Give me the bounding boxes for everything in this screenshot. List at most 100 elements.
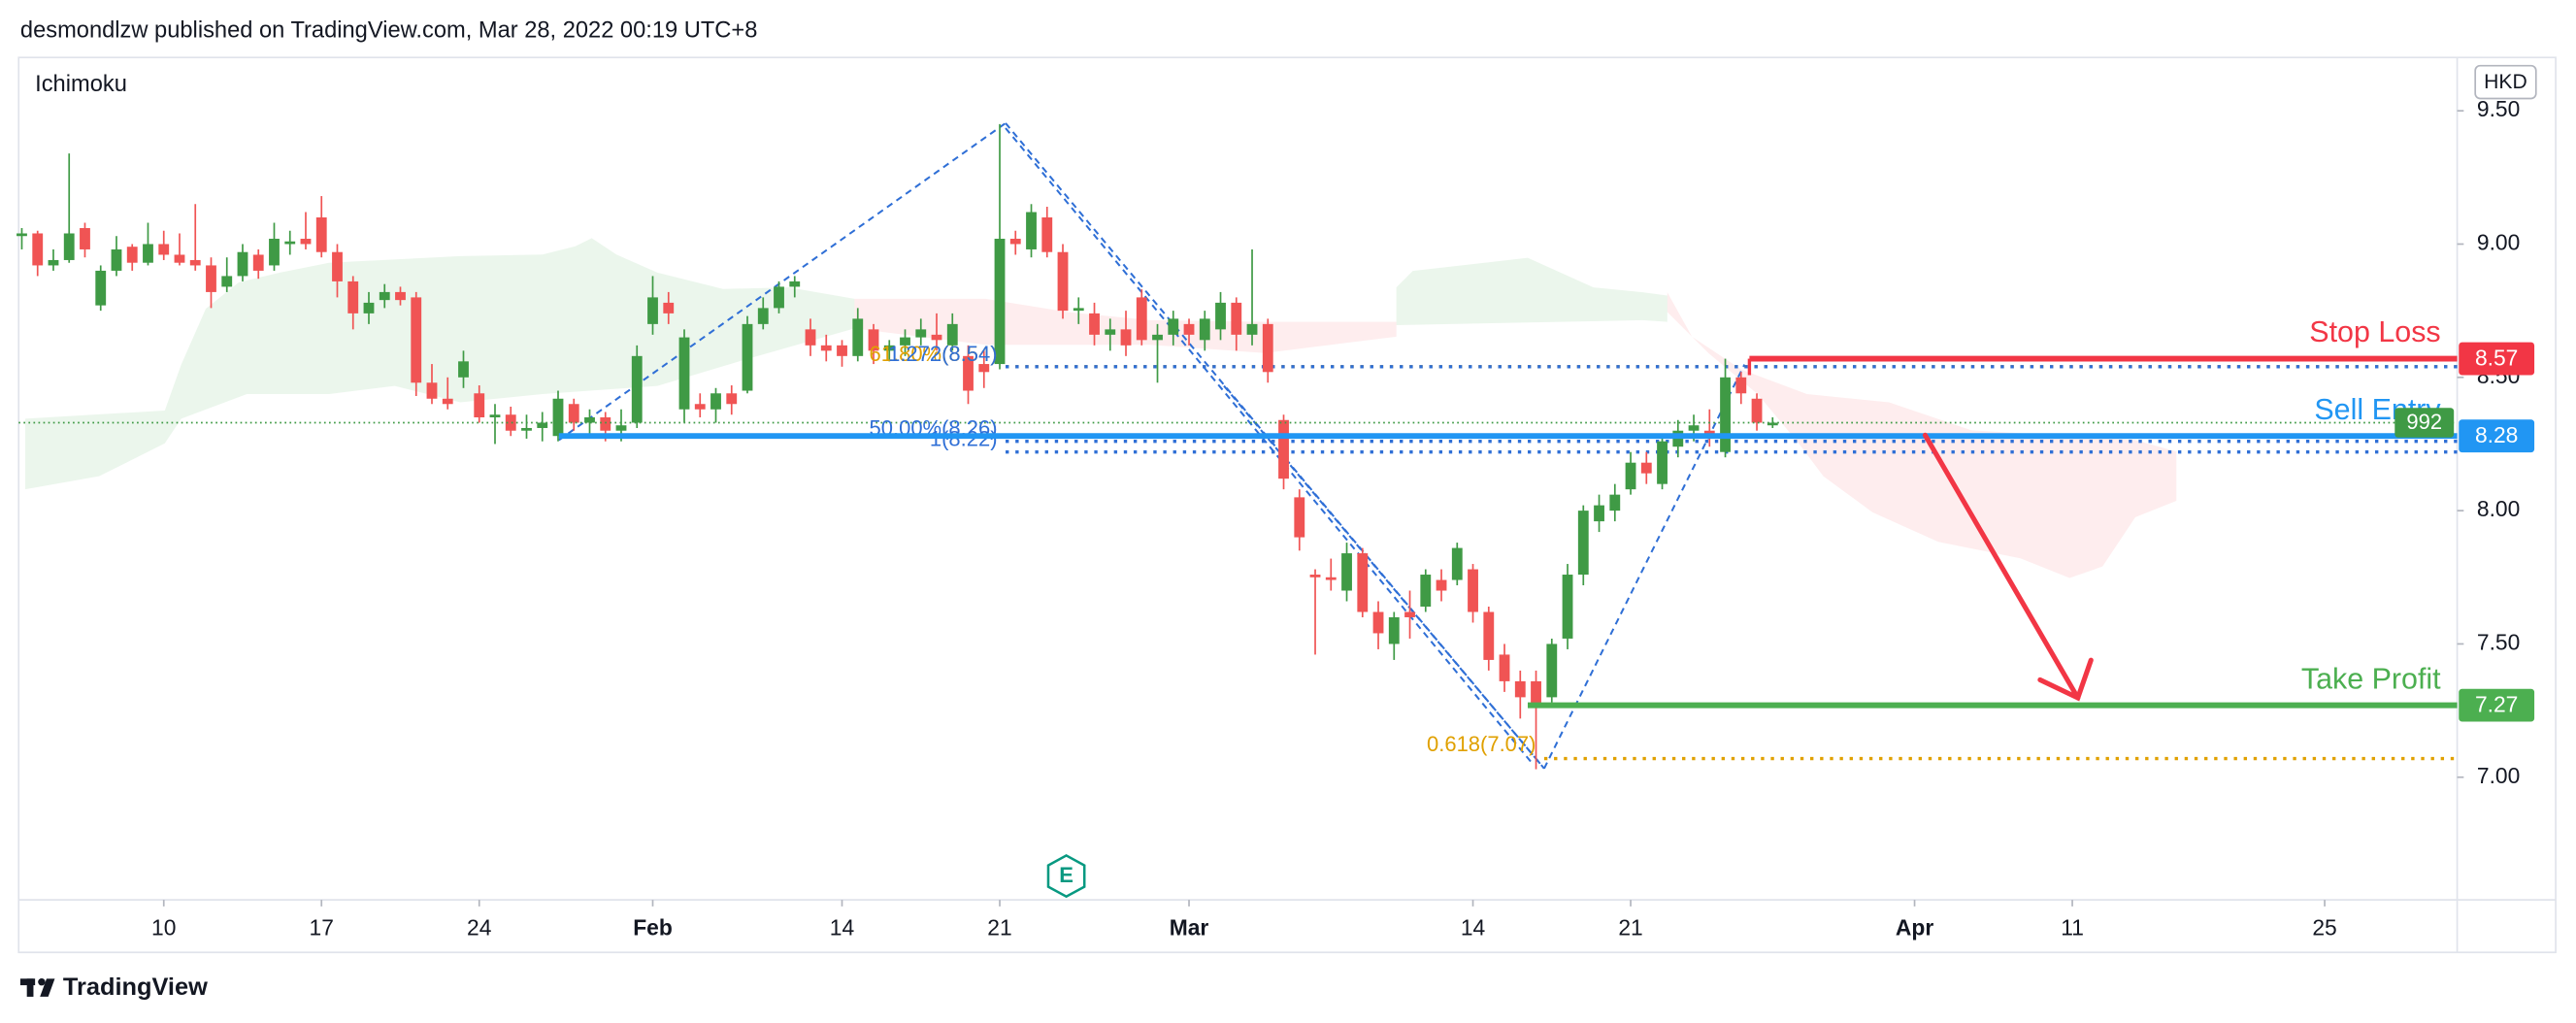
earnings-icon (1046, 853, 1086, 899)
candle-body (1152, 334, 1163, 341)
candle-body (1357, 553, 1369, 612)
fib-label: 61.80%(8.54) (870, 342, 998, 366)
candle-body (158, 244, 170, 255)
candle-body (269, 238, 280, 266)
candle-body (1546, 644, 1558, 698)
candle-body (300, 238, 312, 245)
candle-body (1105, 329, 1116, 335)
countdown-badge (2394, 408, 2455, 438)
currency-box (2474, 64, 2537, 100)
header: desmondlzw published on TradingView.com,… (20, 17, 757, 43)
candle-body (126, 247, 138, 263)
candle-body (915, 329, 927, 338)
candle-body (252, 254, 264, 271)
y-tick-label: 9.50 (2477, 96, 2520, 121)
indicator-label: Ichimoku (35, 72, 127, 97)
candle-body (1309, 575, 1321, 578)
candle-body (189, 259, 201, 266)
candle-body (694, 404, 706, 410)
candle-body (900, 337, 910, 346)
candle-body (63, 233, 75, 260)
candle-body (1420, 575, 1432, 607)
candle-body (742, 323, 753, 391)
fib-label: 0.618(7.07) (1427, 732, 1536, 756)
candle-body (1120, 329, 1132, 346)
candle-body (1514, 680, 1526, 698)
candle-body (1625, 462, 1636, 490)
candle-body (347, 280, 359, 314)
candle-body (1168, 318, 1179, 335)
x-tick-label: Apr (1896, 915, 1933, 940)
arrow-head (2037, 657, 2094, 702)
candle-body (883, 345, 895, 351)
candle-body (1451, 547, 1463, 580)
candle-body (1640, 462, 1652, 474)
candle-body (774, 286, 784, 309)
candle-body (17, 233, 27, 237)
candle-body (1468, 569, 1478, 612)
y-tick-label: 7.00 (2477, 763, 2520, 788)
brand-name: TradingView (63, 974, 208, 1001)
x-tick-label: Mar (1170, 915, 1209, 940)
candle-body (315, 217, 327, 252)
x-tick-label: 14 (830, 915, 855, 940)
candle-body (1183, 323, 1195, 335)
arrow-shaft (1922, 432, 2081, 701)
brand: TradingView (19, 974, 208, 1001)
zigzag-leg (1223, 384, 1545, 770)
candle-body (489, 414, 501, 417)
candle-body (1341, 553, 1352, 591)
zigzag (558, 122, 1746, 770)
candle-body (1388, 616, 1400, 644)
candle-body (963, 355, 974, 391)
candle-body (1278, 419, 1289, 479)
price-badge (2459, 688, 2535, 722)
candle-body (332, 251, 343, 281)
candle-body (1246, 323, 1258, 335)
x-tick-label: Feb (633, 915, 673, 940)
candle-body (647, 297, 658, 324)
candle-body (1751, 398, 1763, 423)
candle-body (789, 280, 801, 287)
candle-body (978, 364, 990, 373)
zigzag-leg (1543, 364, 1746, 770)
candle-body (1436, 579, 1447, 591)
x-tick-label: 21 (1618, 915, 1642, 940)
candle-body (946, 323, 958, 346)
candle-body (1531, 680, 1541, 709)
candle-body (1262, 323, 1273, 373)
x-tick-label: 25 (2312, 915, 2336, 940)
candle-body (1009, 238, 1021, 245)
level-name: Take Profit (2301, 662, 2441, 695)
candle-body (1562, 575, 1573, 639)
candle-body (1594, 505, 1604, 522)
y-tick-label: 9.00 (2477, 230, 2520, 255)
price-badge-label: 8.28 (2475, 422, 2518, 447)
candle-body (379, 291, 390, 301)
candle-body (1057, 251, 1069, 312)
candle-body (284, 241, 296, 245)
candle-body (1720, 377, 1731, 452)
x-tick-label: 24 (467, 915, 492, 940)
candle-body (1609, 494, 1621, 512)
candle-body (678, 337, 690, 410)
price-badge (2459, 342, 2535, 376)
price-badge-label: 7.27 (2475, 691, 2518, 716)
candle-body (363, 302, 375, 314)
earnings-text: E (1059, 863, 1073, 887)
candle-body (726, 393, 738, 405)
candle-body (48, 259, 59, 266)
candle-body (552, 398, 564, 437)
x-tick-label: 10 (151, 915, 176, 940)
candle-body (442, 398, 453, 405)
logo-part (26, 978, 34, 997)
candle-body (600, 416, 611, 431)
candle-body (395, 291, 406, 301)
candle-body (1215, 302, 1226, 330)
candle-body (1325, 577, 1337, 580)
earnings-badge: E (1046, 853, 1086, 899)
arrow (1922, 432, 2094, 702)
